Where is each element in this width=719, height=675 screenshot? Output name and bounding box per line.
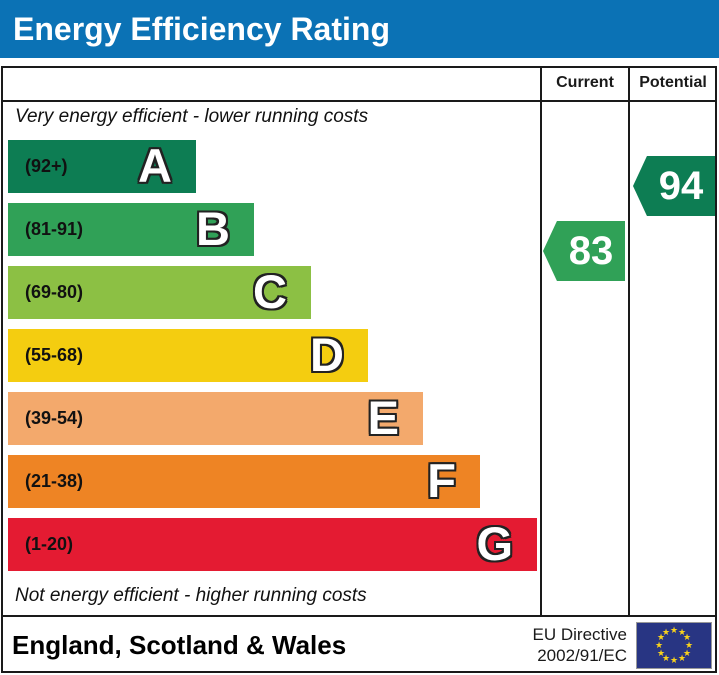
footer-divider — [1, 615, 717, 617]
band-letter: E — [367, 391, 399, 444]
title-bar: Energy Efficiency Rating — [0, 0, 719, 58]
band-d: (55-68) D — [8, 329, 368, 382]
eu-directive-label: EU Directive 2002/91/EC — [470, 619, 627, 671]
band-range: (55-68) — [25, 345, 84, 365]
current-rating-arrow: 83 — [543, 221, 625, 281]
band-letter: D — [310, 328, 344, 381]
note-not-efficient: Not energy efficient - higher running co… — [15, 585, 367, 606]
band-letter: C — [253, 265, 287, 318]
band-f: (21-38) F — [8, 455, 480, 508]
note-very-efficient: Very energy efficient - lower running co… — [15, 106, 369, 127]
eu-flag-icon — [636, 622, 712, 669]
band-a: (92+) A — [8, 140, 196, 193]
column-divider-potential — [628, 66, 630, 617]
potential-rating-arrow: 94 — [633, 156, 715, 216]
column-header-potential: Potential — [639, 74, 707, 91]
eu-star-icon — [654, 641, 664, 650]
band-range: (1-20) — [25, 534, 74, 554]
page-title: Energy Efficiency Rating — [13, 10, 390, 47]
band-e: (39-54) E — [8, 392, 423, 445]
eu-directive-line2: 2002/91/EC — [537, 646, 627, 665]
band-range: (92+) — [25, 156, 68, 176]
header-underline — [1, 100, 717, 102]
band-c: (69-80) C — [8, 266, 311, 319]
band-g: (1-20) G — [8, 518, 537, 571]
eu-directive-line1: EU Directive — [532, 625, 627, 644]
eu-star-icon — [656, 649, 666, 658]
footer-region-label: England, Scotland & Wales — [12, 629, 347, 660]
band-b: (81-91) B — [8, 203, 254, 256]
band-letter: B — [196, 202, 230, 255]
band-range: (81-91) — [25, 219, 84, 239]
band-range: (21-38) — [25, 471, 84, 491]
column-divider-current — [540, 66, 542, 617]
band-letter: F — [427, 454, 456, 507]
eu-star-icon — [661, 628, 671, 637]
band-range: (69-80) — [25, 282, 84, 302]
band-range: (39-54) — [25, 408, 84, 428]
band-letter: A — [138, 139, 172, 192]
band-letter: G — [476, 517, 513, 570]
column-header-current: Current — [556, 74, 614, 91]
